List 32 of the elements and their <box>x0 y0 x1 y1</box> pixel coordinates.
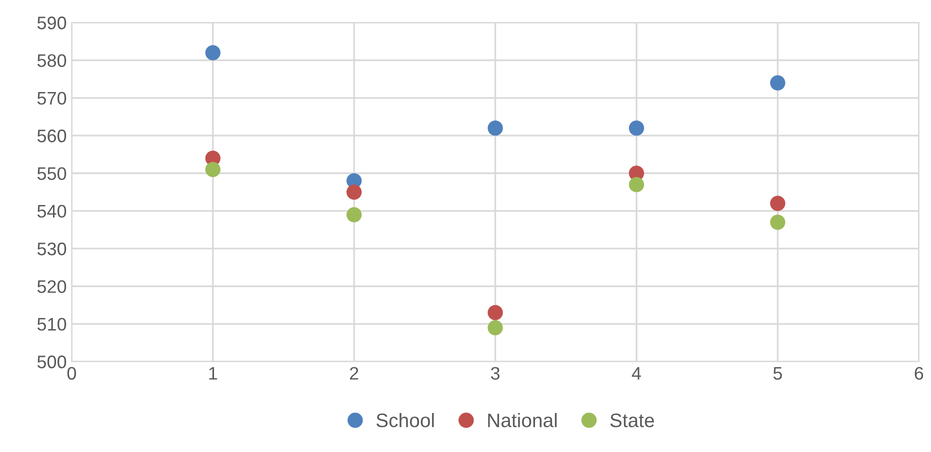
legend-label: School <box>376 413 434 428</box>
y-tick-label: 540 <box>37 204 66 218</box>
point <box>488 120 503 136</box>
x-tick-label: 1 <box>209 367 218 380</box>
legend-label: State <box>610 414 654 428</box>
point <box>205 162 220 178</box>
point <box>770 214 786 230</box>
y-tick-label: 590 <box>37 16 66 30</box>
x-tick-label: 3 <box>490 366 500 380</box>
legend-label: National <box>488 413 557 428</box>
y-tick-label: 580 <box>37 54 66 67</box>
y-tick-label: 570 <box>37 92 66 105</box>
point <box>628 176 644 192</box>
y-tick-label: 530 <box>37 242 66 256</box>
y-tick-label: 550 <box>37 167 66 180</box>
x-tick-label: 0 <box>67 366 76 380</box>
point <box>346 184 362 200</box>
point <box>346 207 362 222</box>
y-tick-label: 510 <box>37 318 66 331</box>
point <box>770 196 786 212</box>
point <box>205 45 220 60</box>
x-tick-label: 4 <box>632 367 641 380</box>
x-tick-label: 6 <box>914 366 924 380</box>
point <box>770 75 786 90</box>
point <box>488 320 503 336</box>
point <box>628 120 644 136</box>
point <box>488 305 503 320</box>
y-tick-label: 560 <box>37 130 66 142</box>
y-tick-label: 500 <box>37 356 66 368</box>
x-tick-label: 2 <box>350 366 358 380</box>
y-tick-label: 520 <box>37 280 66 293</box>
x-tick-label: 5 <box>773 367 782 380</box>
